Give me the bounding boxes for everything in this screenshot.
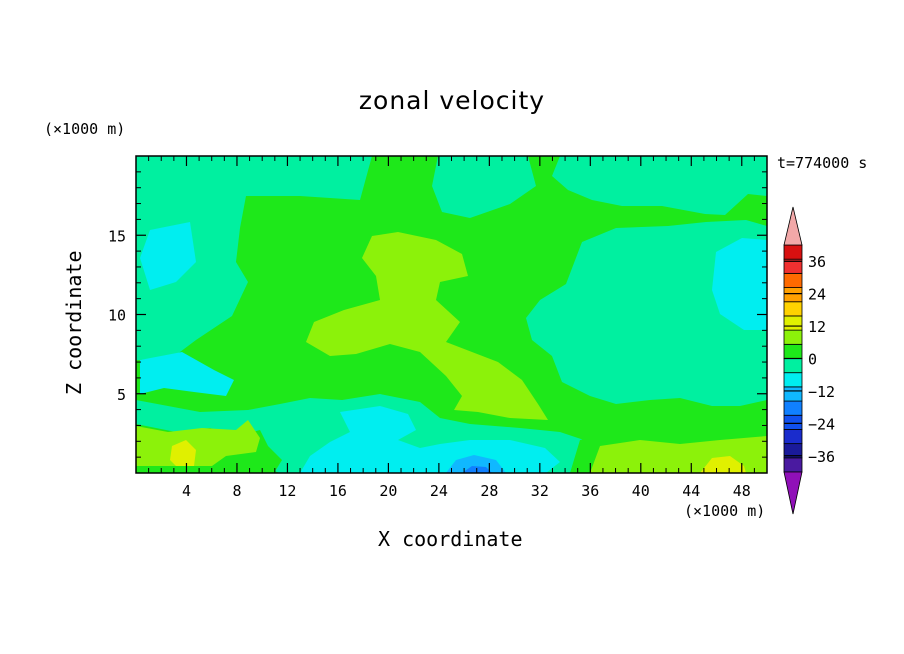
colorbar-segment bbox=[783, 287, 803, 303]
colorbar-over-arrow bbox=[783, 206, 803, 246]
colorbar-segment bbox=[783, 372, 803, 388]
colorbar-segment bbox=[783, 343, 803, 359]
x-tick-label: 36 bbox=[581, 482, 599, 500]
region-lower-center-low bbox=[300, 406, 560, 473]
colorbar-segment bbox=[783, 315, 803, 331]
x-tick-label: 8 bbox=[232, 482, 241, 500]
y-tick-label: 5 bbox=[117, 386, 126, 404]
colorbar-segment bbox=[783, 400, 803, 416]
colorbar-segment bbox=[783, 329, 803, 345]
region-bottom-strip bbox=[136, 466, 280, 473]
colorbar-segment bbox=[783, 244, 803, 260]
y-axis-ticks: 5 10 15 bbox=[108, 171, 767, 458]
x-axis-unit: (×1000 m) bbox=[684, 502, 766, 520]
region-left-upper-low bbox=[140, 222, 196, 290]
colorbar-segment bbox=[783, 272, 803, 288]
region-lower-left-peak bbox=[170, 440, 196, 470]
region-surface-minimum bbox=[446, 455, 506, 473]
x-tick-label: 24 bbox=[430, 482, 448, 500]
x-axis-ticks: 4 8 12 16 20 24 28 32 36 40 44 48 bbox=[148, 156, 755, 500]
x-tick-label: 48 bbox=[733, 482, 751, 500]
x-tick-label: 16 bbox=[329, 482, 347, 500]
timestamp-label: t=774000 s bbox=[777, 154, 868, 172]
colorbar-tick-label: −12 bbox=[808, 383, 835, 401]
x-tick-label: 40 bbox=[632, 482, 650, 500]
contour-field bbox=[136, 156, 767, 473]
colorbar-segment bbox=[783, 414, 803, 430]
x-tick-label: 28 bbox=[480, 482, 498, 500]
x-tick-label: 44 bbox=[682, 482, 700, 500]
colorbar-tick-label: 36 bbox=[808, 253, 826, 271]
colorbar-tick-label: −36 bbox=[808, 448, 835, 466]
y-axis-unit: (×1000 m) bbox=[44, 120, 126, 138]
colorbar-tick-label: 12 bbox=[808, 318, 826, 336]
x-tick-label: 20 bbox=[379, 482, 397, 500]
region-upper-left-negative bbox=[136, 156, 372, 360]
region-left-middle-low bbox=[140, 352, 234, 396]
region-upper-middle-negative bbox=[432, 156, 536, 218]
colorbar: 36 24 12 0 −12 −24 −36 bbox=[783, 206, 835, 515]
colorbar-tick-label: 24 bbox=[808, 286, 826, 304]
region-lower-left-positive bbox=[136, 420, 260, 473]
colorbar-tick-label: −24 bbox=[808, 415, 835, 433]
colorbar-segment bbox=[783, 358, 803, 374]
colorbar-tick-label: 0 bbox=[808, 351, 817, 369]
x-tick-label: 32 bbox=[531, 482, 549, 500]
x-tick-label: 12 bbox=[278, 482, 296, 500]
x-axis-label: X coordinate bbox=[378, 527, 523, 551]
colorbar-under-arrow bbox=[783, 471, 803, 515]
colorbar-segment bbox=[783, 301, 803, 317]
y-tick-label: 10 bbox=[108, 307, 126, 325]
region-central-plume bbox=[306, 232, 548, 420]
chart-title: zonal velocity bbox=[358, 86, 546, 115]
region-right-edge-low bbox=[712, 238, 767, 330]
x-tick-label: 4 bbox=[182, 482, 191, 500]
colorbar-segment bbox=[783, 457, 803, 473]
colorbar-segment bbox=[783, 386, 803, 402]
region-lower-right-peak bbox=[700, 456, 746, 473]
colorbar-segment bbox=[783, 429, 803, 445]
region-right-negative bbox=[526, 220, 767, 406]
region-upper-right-negative bbox=[552, 156, 767, 215]
y-tick-label: 15 bbox=[108, 227, 126, 245]
